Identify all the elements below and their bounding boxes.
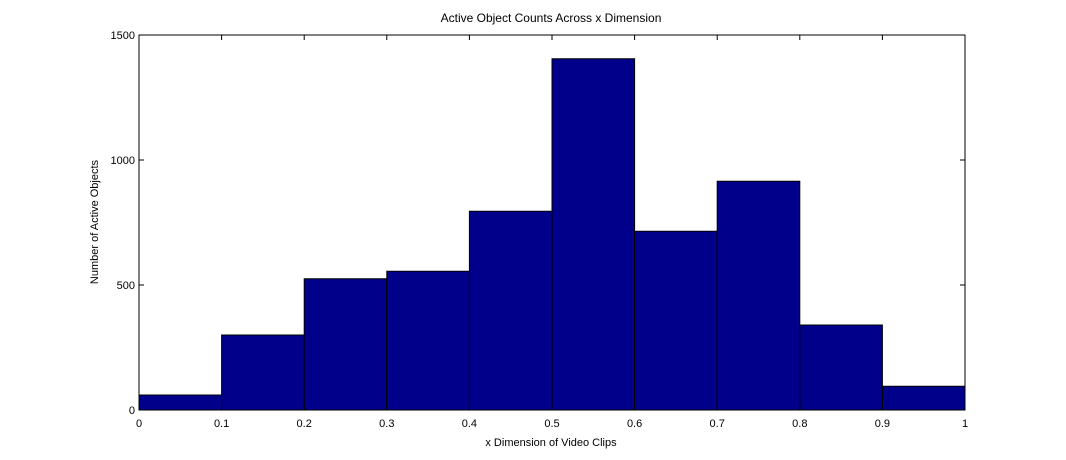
histogram-bar <box>303 278 388 411</box>
x-axis-label: x Dimension of Video Clips <box>485 437 617 449</box>
y-axis-label: Number of Active Objects <box>89 159 101 284</box>
x-tick-label: 0 <box>136 418 142 430</box>
histogram-bar <box>138 394 223 411</box>
y-tick-label: 1500 <box>111 30 135 42</box>
bars-group <box>138 58 966 411</box>
x-tick-label: 0.9 <box>875 418 890 430</box>
histogram-bar <box>716 180 801 411</box>
y-tick-label: 0 <box>129 405 135 417</box>
x-tick-label: 0.3 <box>379 418 394 430</box>
histogram-bar <box>881 385 966 411</box>
histogram-bar <box>221 334 305 411</box>
y-tick-label: 500 <box>117 280 135 292</box>
histogram-bar <box>634 230 718 411</box>
x-tick-label: 0.7 <box>710 418 725 430</box>
histogram-bar <box>799 324 883 411</box>
x-tick-label: 0.5 <box>544 418 559 430</box>
x-tick-label: 0.2 <box>297 418 312 430</box>
y-tick-label: 1000 <box>111 155 135 167</box>
x-tick-label: 1 <box>962 418 968 430</box>
x-tick-label: 0.8 <box>792 418 807 430</box>
ticks-group: 0 0.1 0.2 0.3 0.4 0.5 0.6 0.7 0.8 0.9 1 0 500 1000 150… <box>111 30 969 430</box>
histogram-bar <box>386 270 470 411</box>
x-tick-label: 0.1 <box>214 418 229 430</box>
x-tick-label: 0.4 <box>462 418 477 430</box>
histogram-bar <box>468 210 553 411</box>
chart-title: Active Object Counts Across x Dimension <box>441 11 662 25</box>
x-tick-label: 0.6 <box>627 418 642 430</box>
histogram-bar <box>551 58 636 411</box>
